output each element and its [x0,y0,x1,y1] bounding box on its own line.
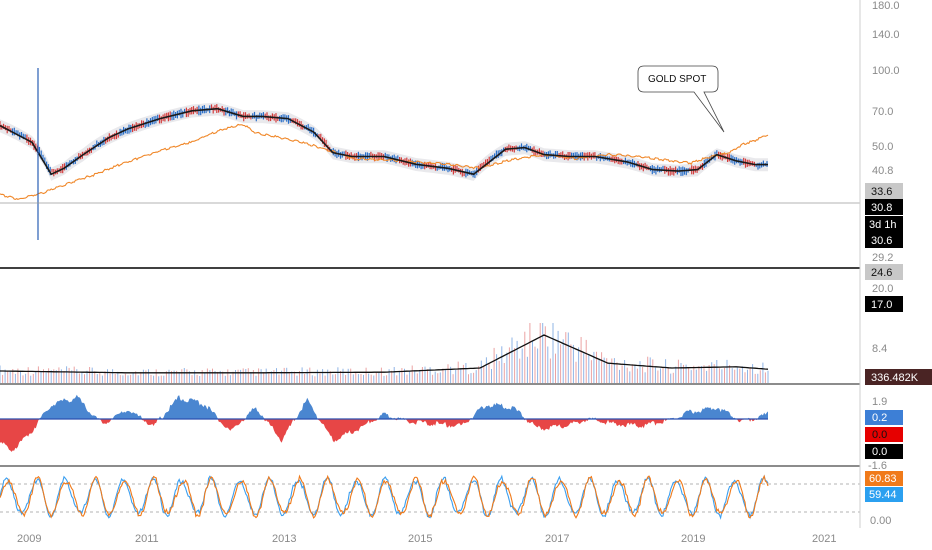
price-tick-label: 100.0 [872,65,900,77]
callout-bubble [637,65,725,133]
price-badge-text: 17.0 [871,299,892,311]
time-axis: 2009 2011 2013 2015 2017 2019 2021 [17,533,836,545]
price-badge: 3d 1h [865,216,903,232]
oscillator2-blue-line [0,474,769,520]
price-tick-label: 50.0 [872,141,893,153]
time-tick-label: 2011 [135,533,159,545]
price-badge: 30.8 [865,199,903,215]
price-badge-box [865,199,903,215]
volume-pane [0,323,860,385]
price-badges: 33.6 30.8 3d 1h 30.6 24.6 17.0 336.482K [865,183,932,385]
main-pane: GOLD SPOT [0,65,860,269]
oscillator1-badge: 0.0 [865,427,903,442]
time-tick-label: 2017 [545,533,569,545]
oscillator2-badge-box [865,487,903,502]
time-tick-label: 2009 [17,533,41,545]
time-tick-label: 2021 [812,533,836,545]
oscillator2-axis: 60.83 59.44 0.00 [865,471,903,527]
oscillator2-pane [0,474,860,520]
oscillator1-positive-area [0,394,768,419]
time-tick-label: 2013 [272,533,296,545]
price-tick-label: 20.0 [872,283,893,295]
oscillator1-pane [0,394,860,467]
oscillator2-tick-label: 0.00 [870,515,891,527]
price-axis: 180.0 140.0 100.0 70.0 50.0 40.8 29.2 20… [872,0,900,355]
oscillator1-badge-text: 0.2 [872,412,887,424]
price-badge: 24.6 [865,264,903,280]
volume-badge-text: 336.482K [871,372,919,384]
price-badge-text: 24.6 [871,267,892,279]
price-badge-text: 30.8 [871,202,892,214]
oscillator2-badge: 60.83 [865,471,903,486]
price-badge-box [865,183,903,199]
oscillator1-badge-box [865,410,903,425]
volume-badge: 336.482K [865,369,932,385]
price-badge-box [865,216,903,232]
price-badge-box [865,296,903,312]
oscillator1-axis: 1.9 -1.6 0.2 0.0 0.0 [865,396,903,472]
price-tick-label: 140.0 [872,29,900,41]
price-tick-label: 180.0 [872,0,900,12]
oscillator1-badge-text: 0.0 [872,429,887,441]
price-badge: 30.6 [865,232,903,248]
price-badge-text: 30.6 [871,235,892,247]
price-badge-text: 33.6 [871,186,892,198]
price-badge-box [865,264,903,280]
gold-spot-callout: GOLD SPOT [637,65,725,133]
moving-average-line [0,107,768,176]
time-tick-label: 2015 [408,533,432,545]
price-tick-label: 8.4 [872,343,887,355]
price-badge: 33.6 [865,183,903,199]
price-badge: 17.0 [865,296,903,312]
oscillator1-badge-box [865,427,903,442]
oscillator1-badge: 0.2 [865,410,903,425]
price-tick-label: 40.8 [872,165,893,177]
time-tick-label: 2019 [681,533,705,545]
oscillator2-badge-text: 60.83 [869,473,897,485]
oscillator1-tick-label: 1.9 [872,396,887,408]
oscillator2-badge-box [865,471,903,486]
oscillator1-tick-label: -1.6 [868,460,887,472]
price-badge-text: 3d 1h [869,219,897,231]
oscillator2-badge-text: 59.44 [869,489,897,501]
oscillator1-badge: 0.0 [865,444,903,459]
envelope-band [0,102,768,181]
oscillator1-badge-text: 0.0 [872,446,887,458]
callout-text: GOLD SPOT [648,74,706,85]
oscillator2-orange-line [0,474,769,519]
price-badge-box [865,232,903,248]
price-tick-label: 29.2 [872,252,893,264]
price-tick-label: 70.0 [872,106,893,118]
oscillator1-badge-box [865,444,903,459]
oscillator2-badge: 59.44 [865,487,903,502]
volume-badge-box [865,369,932,385]
gold-spot-line [0,123,769,201]
volume-average-line [0,334,769,374]
